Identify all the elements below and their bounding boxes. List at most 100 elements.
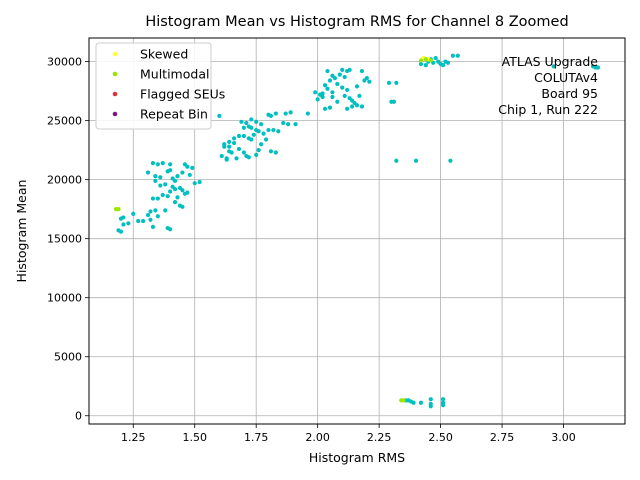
data-point-normal	[172, 199, 178, 205]
data-point-normal	[126, 221, 131, 226]
grid-lines	[89, 38, 625, 424]
data-point-normal	[345, 106, 350, 111]
x-axis-label: Histogram RMS	[309, 450, 405, 465]
data-point-normal	[359, 104, 365, 109]
data-point-normal	[359, 68, 365, 74]
data-point-normal	[448, 158, 453, 163]
data-point-normal	[418, 61, 424, 67]
data-point-normal	[249, 117, 254, 122]
data-point-normal	[340, 85, 345, 90]
annotation-line: Board 95	[541, 86, 598, 101]
data-point-normal	[259, 142, 264, 147]
data-point-normal	[150, 161, 156, 166]
chart-title: Histogram Mean vs Histogram RMS for Chan…	[145, 14, 568, 30]
data-point-normal	[251, 132, 256, 137]
data-point-normal	[268, 113, 274, 119]
data-point-normal	[440, 397, 446, 402]
y-tick-label: 25000	[47, 115, 82, 128]
data-point-normal	[180, 188, 185, 193]
data-point-normal	[273, 111, 278, 116]
data-point-normal	[281, 120, 286, 126]
data-point-normal	[330, 94, 335, 100]
data-point-normal	[150, 196, 156, 201]
data-point-normal	[340, 67, 345, 72]
data-point-normal	[551, 64, 556, 69]
data-point-normal	[347, 67, 352, 72]
data-point-normal	[293, 122, 298, 127]
data-point-normal	[266, 127, 271, 133]
data-point-normal	[234, 156, 239, 161]
data-point-normal	[224, 157, 229, 162]
legend-marker-flagged-seus	[112, 91, 118, 97]
data-point-normal	[241, 133, 246, 139]
data-point-normal	[276, 129, 281, 134]
plot-frame	[88, 37, 626, 425]
data-point-normal	[345, 87, 350, 93]
data-point-normal	[249, 125, 254, 130]
data-point-normal	[231, 140, 237, 146]
axis-ticks: 1.25 1.50 1.75 2.00 2.25 2.50 2.75 3.00 0 5000 100…	[47, 56, 576, 444]
data-point-normal	[165, 225, 170, 231]
data-point-normal	[155, 214, 160, 219]
data-point-normal	[227, 139, 232, 144]
data-point-normal	[455, 53, 460, 58]
data-point-normal	[158, 175, 163, 180]
data-point-normal	[246, 155, 251, 160]
data-point-normal	[364, 76, 369, 81]
data-point-normal	[168, 168, 173, 173]
y-tick-label: 0	[75, 410, 82, 423]
data-point-normal	[268, 149, 274, 154]
data-point-normal	[325, 68, 330, 74]
data-point-normal	[320, 91, 325, 96]
data-point-normal	[121, 222, 126, 227]
data-point-normal	[254, 152, 259, 157]
data-point-normal	[227, 144, 232, 149]
data-point-normal	[349, 104, 355, 109]
data-point-normal	[244, 120, 249, 126]
data-point-normal	[182, 162, 187, 167]
data-point-normal	[236, 133, 242, 139]
data-point-normal	[305, 111, 310, 116]
data-point-normal	[197, 179, 202, 185]
data-point-normal	[332, 76, 337, 81]
data-point-normal	[440, 63, 446, 68]
data-point-normal	[337, 72, 342, 77]
data-point-normal	[428, 397, 433, 402]
data-point-normal	[433, 55, 438, 61]
data-point-normal	[148, 217, 153, 222]
legend-marker-repeat-bin	[112, 111, 118, 117]
data-point-normal	[187, 172, 192, 178]
data-point-normal	[131, 211, 136, 216]
data-point-normal	[595, 65, 601, 70]
data-point-normal	[259, 122, 264, 127]
data-point-normal	[153, 174, 158, 179]
data-point-normal	[450, 53, 455, 58]
data-point-normal	[330, 90, 335, 95]
data-point-normal	[335, 81, 340, 87]
data-point-normal	[217, 113, 222, 119]
legend-marker-skewed	[112, 51, 118, 57]
annotation-line: ATLAS Upgrade	[502, 54, 599, 69]
data-point-normal	[322, 106, 328, 111]
data-point-normal	[231, 136, 237, 141]
x-tick-label: 2.75	[490, 431, 515, 444]
data-point-normal	[256, 129, 261, 134]
data-point-normal	[271, 127, 276, 133]
data-point-normal	[354, 84, 360, 89]
data-point-normal	[327, 78, 333, 83]
data-point-normal	[172, 178, 178, 183]
data-point-normal	[590, 64, 596, 69]
data-point-normal	[286, 122, 291, 127]
data-point-normal	[254, 119, 259, 124]
legend-items: Skewed Multimodal Flagged SEUs Repeat Bin	[112, 47, 225, 122]
data-point-normal	[241, 125, 246, 130]
y-tick-label: 10000	[47, 292, 82, 305]
data-point-normal	[246, 136, 251, 141]
data-point-normal	[391, 99, 396, 104]
legend-label-skewed: Skewed	[140, 47, 188, 62]
y-axis-label: Histogram Mean	[14, 180, 29, 283]
legend-label-repeat-bin: Repeat Bin	[140, 107, 208, 122]
legend-box	[95, 42, 212, 130]
